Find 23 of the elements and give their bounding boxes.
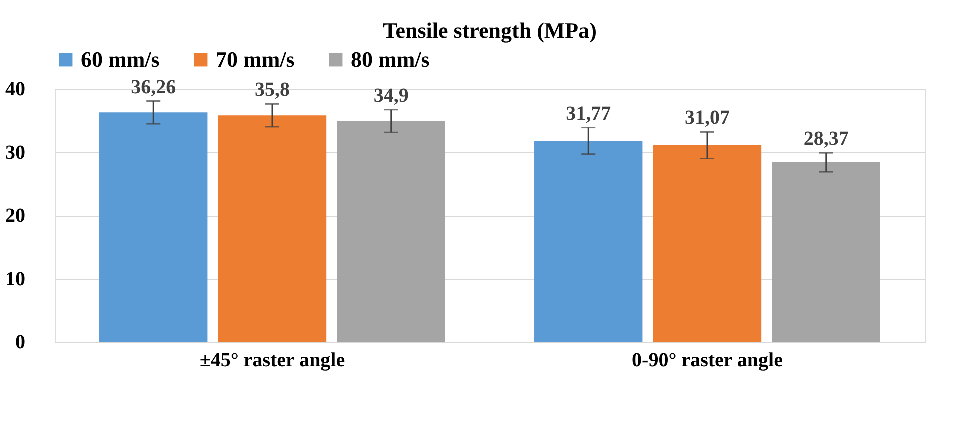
chart-title: Tensile strength (MPa) bbox=[383, 18, 597, 43]
data-label: 35,8 bbox=[255, 79, 290, 102]
data-label: 28,37 bbox=[804, 128, 849, 150]
x-tick-label: 0-90° raster angle bbox=[632, 350, 784, 372]
data-label: 34,9 bbox=[374, 84, 409, 107]
data-label: 31,77 bbox=[566, 102, 612, 125]
bar bbox=[772, 162, 880, 342]
data-label: 31,07 bbox=[685, 107, 730, 130]
data-label: 36,26 bbox=[131, 76, 176, 98]
bar bbox=[218, 116, 327, 342]
legend-label: 70 mm/s bbox=[216, 47, 296, 72]
y-tick-label: 10 bbox=[6, 268, 26, 290]
bar bbox=[534, 141, 643, 342]
x-tick-label: ±45° raster angle bbox=[200, 350, 346, 372]
legend-label: 80 mm/s bbox=[351, 47, 430, 72]
bar bbox=[653, 145, 762, 342]
bar bbox=[337, 121, 446, 342]
y-tick-label: 0 bbox=[16, 332, 26, 354]
y-tick-label: 40 bbox=[6, 78, 26, 100]
legend-label: 60 mm/s bbox=[81, 47, 160, 72]
bar bbox=[100, 112, 208, 342]
y-tick-label: 30 bbox=[6, 142, 26, 164]
y-tick-label: 20 bbox=[6, 205, 26, 227]
